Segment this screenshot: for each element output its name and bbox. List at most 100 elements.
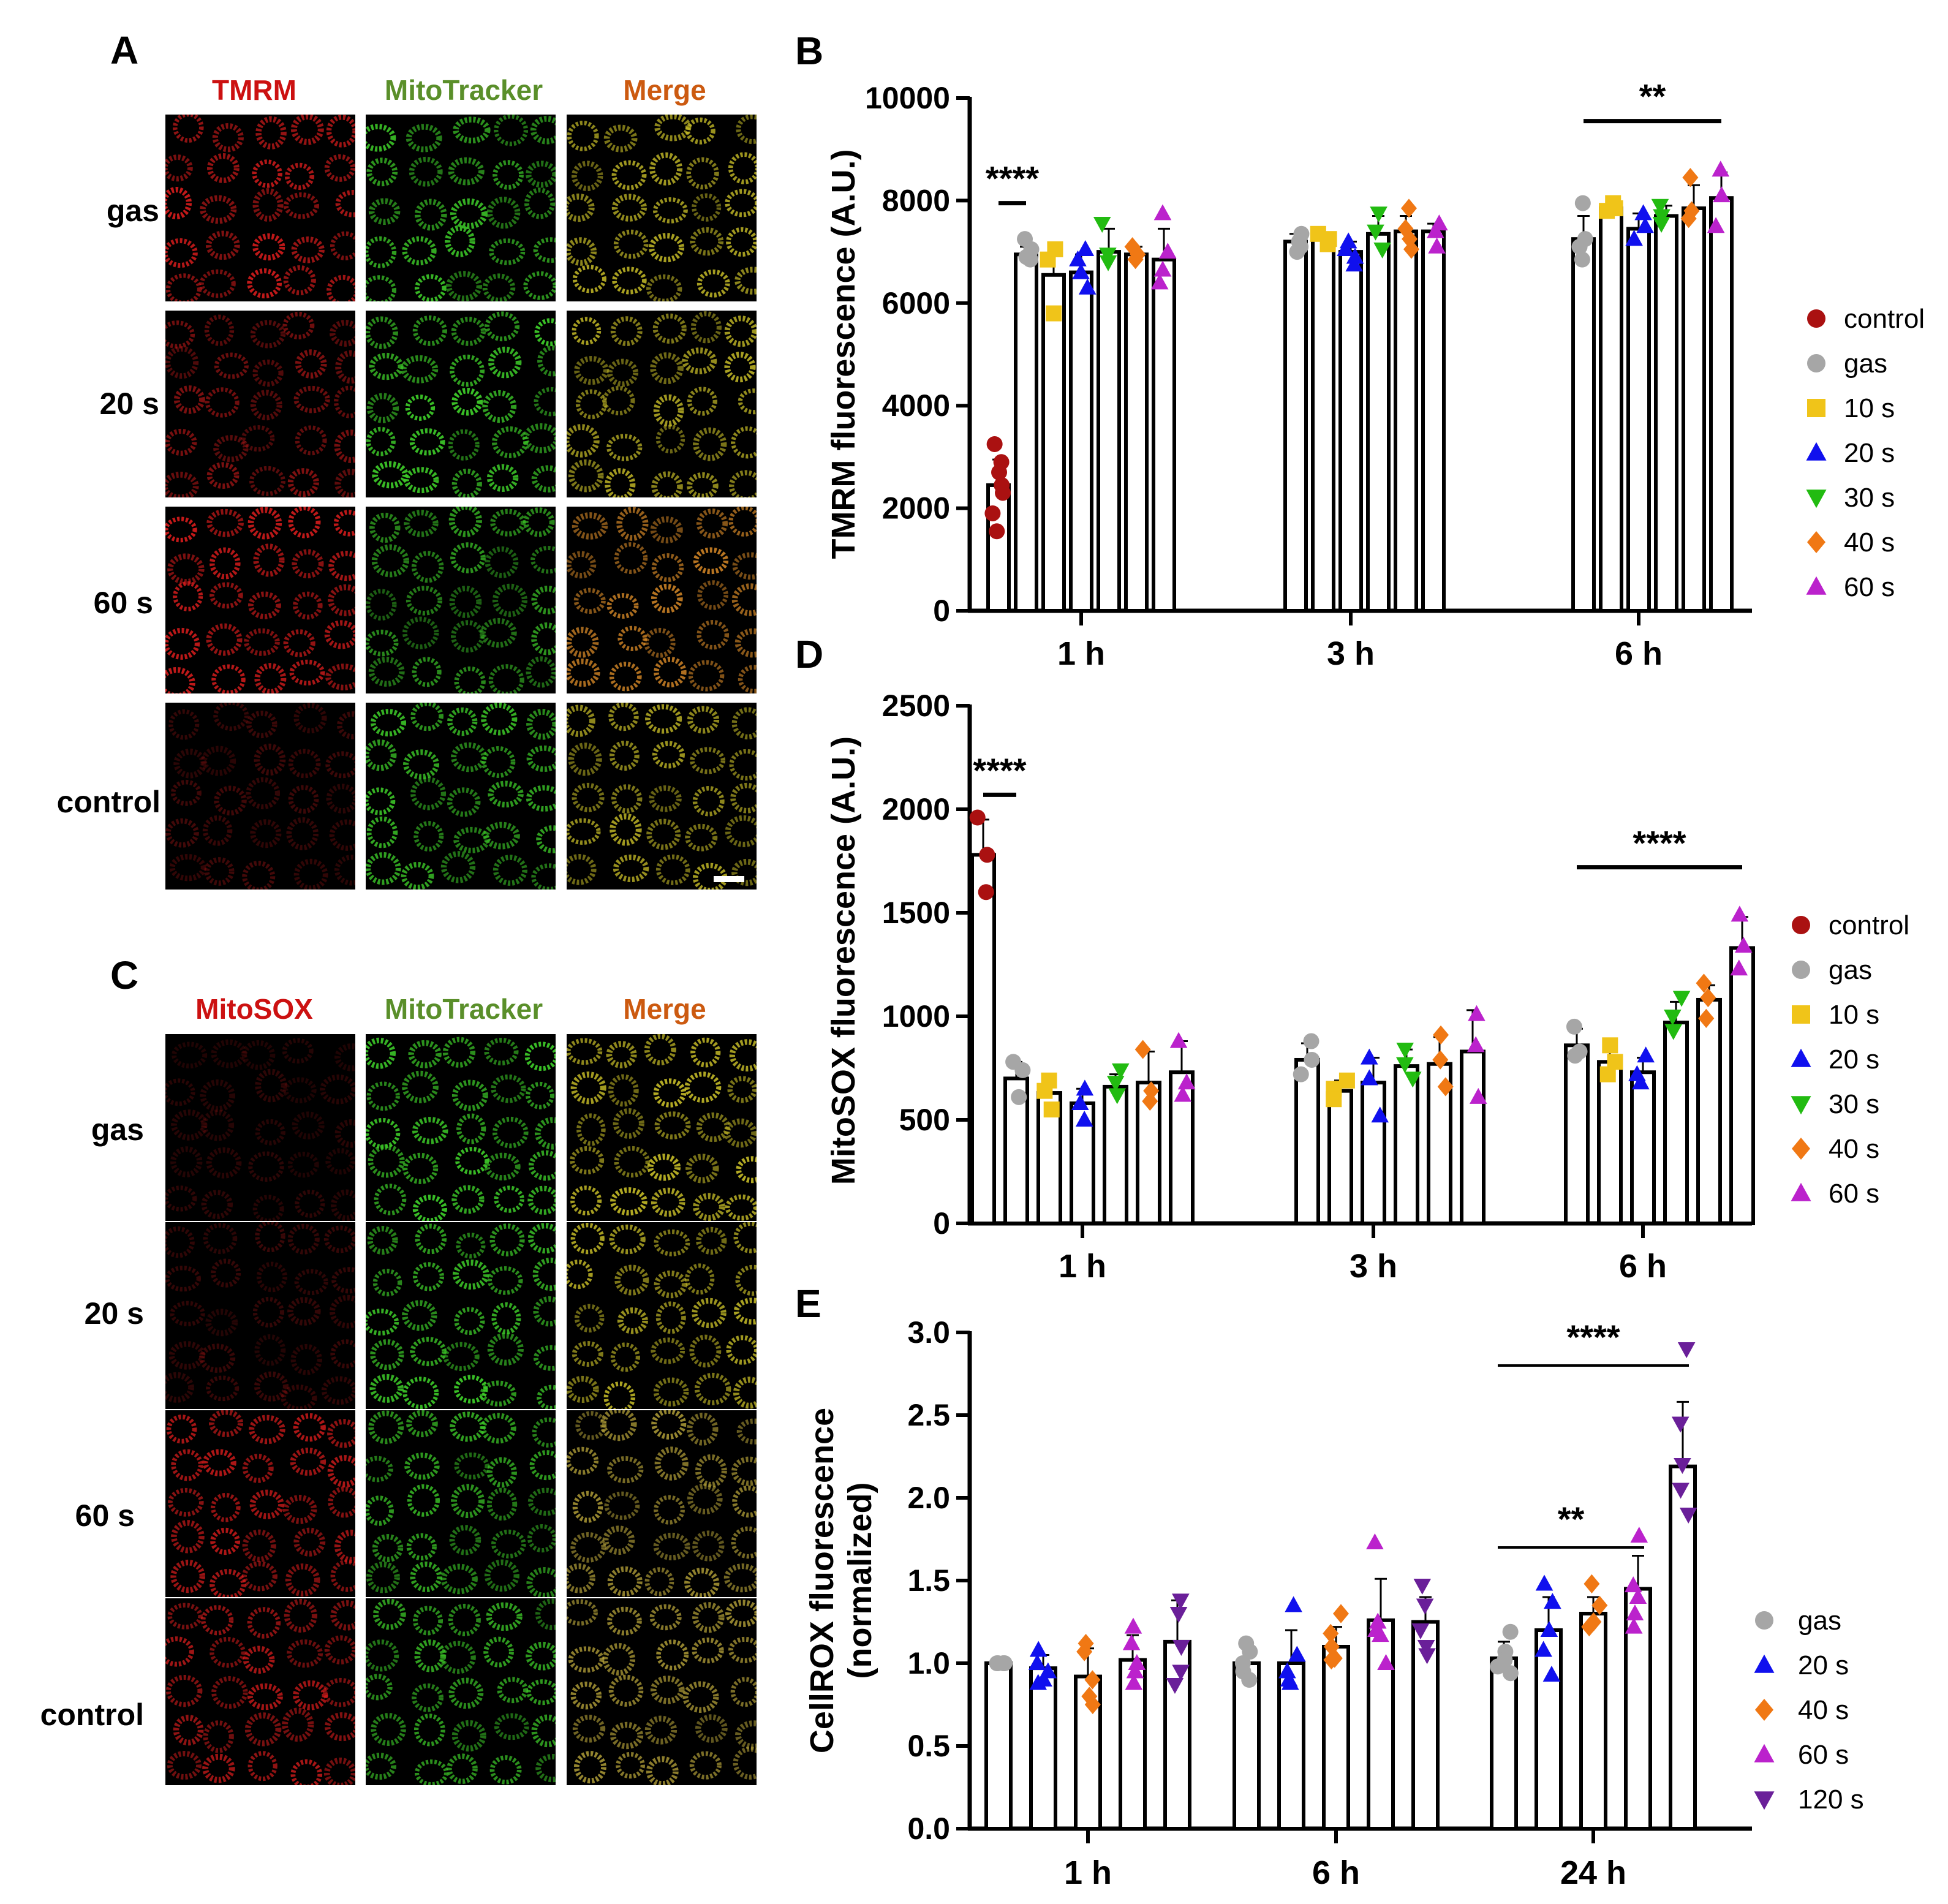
micrograph-mitotracker-60s <box>366 1410 556 1597</box>
y-axis-label: MitoSOX fluorescence (A.U.) <box>825 736 862 1185</box>
bar-40s <box>1124 252 1149 613</box>
micrograph-merge-20s <box>567 1222 757 1409</box>
channel-header-merge: Merge <box>623 993 706 1025</box>
data-point-10s <box>1043 1101 1060 1118</box>
panel-letter-e: E <box>795 1282 821 1326</box>
data-point-60s <box>1731 905 1749 922</box>
data-point-gas <box>989 1655 1005 1671</box>
bar-20s <box>1361 1081 1386 1226</box>
bar-control <box>970 853 996 1225</box>
bar-20s <box>1277 1661 1305 1830</box>
legend-marker-60s <box>1754 1743 1775 1762</box>
data-point-120s <box>1416 1598 1434 1615</box>
bar-30s <box>1366 232 1391 613</box>
data-point-20s <box>1075 1111 1093 1127</box>
data-point-20s <box>1028 1654 1046 1671</box>
row-label-60s: 60 s <box>93 586 153 620</box>
micrograph-merge-gas <box>567 1034 757 1221</box>
bar-30s <box>1097 250 1121 613</box>
data-point-gas <box>1574 195 1591 211</box>
micrograph-merge-gas <box>567 115 757 301</box>
data-point-20s <box>1288 1645 1306 1662</box>
data-point-20s <box>1540 1621 1558 1638</box>
data-point-40s <box>1682 168 1699 187</box>
row-label-60s: 60 s <box>75 1498 135 1533</box>
legend-label: 40 s <box>1798 1695 1849 1725</box>
data-point-gas <box>1502 1623 1519 1640</box>
data-point-60s <box>1150 273 1169 290</box>
data-point-gas <box>1574 251 1590 268</box>
data-point-20s <box>1361 1069 1378 1086</box>
x-tick-label: 1 h <box>1059 1248 1106 1285</box>
data-point-control <box>989 523 1005 540</box>
data-point-control <box>969 809 986 826</box>
y-axis-label: CellROX fluorescence(normalized) <box>804 1408 878 1753</box>
row-label-control: control <box>56 785 160 819</box>
data-point-40s <box>1400 198 1417 218</box>
data-point-20s <box>1278 1662 1296 1679</box>
legend-label: 60 s <box>1798 1740 1849 1770</box>
legend-label: 40 s <box>1829 1134 1879 1164</box>
data-point-60s <box>1467 1036 1485 1052</box>
panel-letter-d: D <box>795 632 823 676</box>
data-point-60s <box>1159 243 1177 259</box>
legend-marker-40s <box>1755 1699 1773 1721</box>
bar-120s <box>1163 1639 1191 1830</box>
data-point-gas <box>1011 1089 1027 1105</box>
data-point-120s <box>1166 1678 1184 1694</box>
scale-bar <box>714 1786 744 1792</box>
data-point-20s <box>1029 1641 1048 1657</box>
data-point-control <box>991 464 1008 481</box>
bar-20s <box>1626 227 1651 613</box>
bar-gas <box>984 1661 1013 1830</box>
data-point-60s <box>1125 1674 1143 1690</box>
data-point-10s <box>1046 305 1062 322</box>
data-point-gas <box>1014 1062 1031 1078</box>
micrograph-mitosox-60s <box>165 1410 355 1597</box>
y-tick-label: 1500 <box>882 896 950 930</box>
legend-label: 40 s <box>1844 527 1895 557</box>
data-point-60s <box>1369 1612 1387 1629</box>
data-point-40s <box>1698 1008 1715 1028</box>
data-point-60s <box>1730 959 1748 976</box>
data-point-60s <box>1630 1527 1648 1543</box>
x-tick-label: 1 h <box>1057 635 1105 672</box>
x-tick-label: 6 h <box>1615 635 1663 672</box>
bar-gas <box>1233 1661 1261 1830</box>
legend-label: gas <box>1844 349 1887 379</box>
data-point-30s <box>1111 1063 1130 1079</box>
data-point-60s <box>1366 1533 1384 1549</box>
data-point-60s <box>1153 260 1172 277</box>
y-tick-label: 0.0 <box>907 1811 950 1846</box>
data-point-120s <box>1674 1457 1691 1474</box>
data-point-20s <box>1069 250 1087 266</box>
legend-label: 20 s <box>1798 1650 1849 1680</box>
x-tick-label: 6 h <box>1619 1248 1667 1285</box>
data-point-120s <box>1172 1639 1190 1656</box>
significance-label: **** <box>986 159 1039 198</box>
legend-label: 120 s <box>1798 1785 1864 1815</box>
legend-marker-30s <box>1806 489 1827 508</box>
micrograph-mitotracker-20s <box>366 1222 556 1409</box>
significance-label: **** <box>1566 1318 1620 1356</box>
data-point-120s <box>1172 1593 1190 1610</box>
data-point-40s <box>1437 1077 1454 1097</box>
data-point-20s <box>1636 217 1654 233</box>
bar-40s <box>1682 206 1706 613</box>
data-point-30s <box>1396 1043 1414 1059</box>
y-tick-label: 0 <box>933 594 950 628</box>
bar-60s <box>1729 946 1755 1225</box>
channel-header-mitotracker: MitoTracker <box>384 74 543 106</box>
data-point-60s <box>1629 1588 1647 1604</box>
channel-header-mitosox: MitoSOX <box>195 993 313 1025</box>
x-tick-label: 6 h <box>1312 1854 1360 1891</box>
bar-gas <box>1283 240 1308 613</box>
data-point-40s <box>1084 1694 1101 1715</box>
micrograph-mitosox-control <box>165 1598 355 1785</box>
row-label-20s: 20 s <box>99 387 159 421</box>
data-point-20s <box>1637 1046 1655 1063</box>
bar-20s <box>1630 1070 1656 1226</box>
y-axis-label: TMRM fluorescence (A.U.) <box>825 149 862 559</box>
significance-label: ** <box>1639 77 1666 116</box>
